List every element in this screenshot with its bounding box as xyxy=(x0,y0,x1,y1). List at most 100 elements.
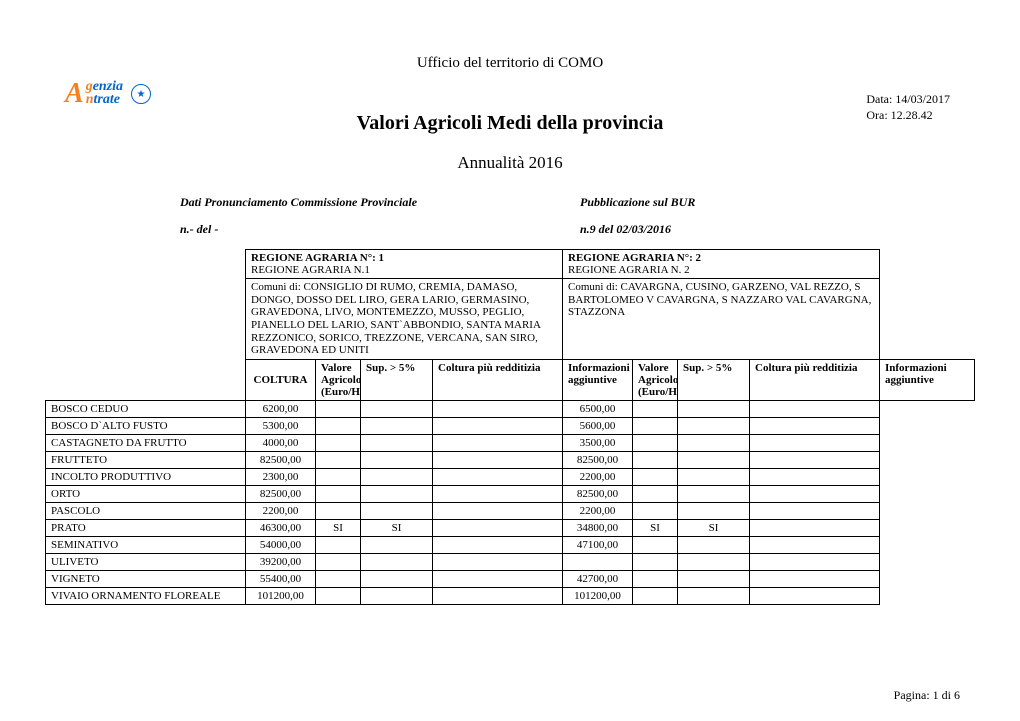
table-cell: 39200,00 xyxy=(246,553,316,570)
table-cell: 4000,00 xyxy=(246,434,316,451)
table-cell xyxy=(633,502,678,519)
table-cell xyxy=(750,417,880,434)
table-cell xyxy=(361,502,433,519)
page-subtitle: Annualità 2016 xyxy=(40,153,980,173)
table-cell xyxy=(678,400,750,417)
table-cell xyxy=(750,400,880,417)
meta-right-label: Pubblicazione sul BUR xyxy=(580,195,695,210)
agency-logo: A genzia ntrate ★ xyxy=(65,78,151,110)
table-cell xyxy=(316,570,361,587)
table-cell xyxy=(633,485,678,502)
table-cell xyxy=(433,502,563,519)
table-cell xyxy=(633,434,678,451)
table-cell: 2200,00 xyxy=(246,502,316,519)
table-cell xyxy=(433,417,563,434)
region1-name: REGIONE AGRARIA N.1 xyxy=(251,264,557,276)
table-cell: 82500,00 xyxy=(563,451,633,468)
table-cell xyxy=(633,536,678,553)
table-cell xyxy=(678,536,750,553)
table-cell: 2300,00 xyxy=(246,468,316,485)
table-cell xyxy=(678,553,750,570)
header-date: Data: 14/03/2017 xyxy=(866,92,950,108)
region2-name: REGIONE AGRARIA N. 2 xyxy=(568,264,874,276)
table-cell: 2200,00 xyxy=(563,468,633,485)
table-cell xyxy=(433,519,563,536)
table-row: CASTAGNETO DA FRUTTO4000,003500,00 xyxy=(46,434,975,451)
table-cell: ULIVETO xyxy=(46,553,246,570)
table-cell xyxy=(316,451,361,468)
table-cell xyxy=(633,400,678,417)
table-cell xyxy=(633,570,678,587)
table-cell: SI xyxy=(361,519,433,536)
meta-row-2: n.- del - n.9 del 02/03/2016 xyxy=(40,222,980,237)
table-cell xyxy=(316,485,361,502)
table-cell xyxy=(750,468,880,485)
table-cell: SEMINATIVO xyxy=(46,536,246,553)
table-cell: SI xyxy=(316,519,361,536)
meta-right-value: n.9 del 02/03/2016 xyxy=(580,222,671,237)
table-cell: VIGNETO xyxy=(46,570,246,587)
table-cell xyxy=(633,553,678,570)
table-cell: 46300,00 xyxy=(246,519,316,536)
table-cell: 101200,00 xyxy=(563,587,633,604)
table-cell xyxy=(316,536,361,553)
header-ufficio: Ufficio del territorio di COMO xyxy=(40,55,980,72)
table-cell: SI xyxy=(633,519,678,536)
table-cell: 5600,00 xyxy=(563,417,633,434)
region1-title: REGIONE AGRARIA N°: 1 xyxy=(251,252,557,264)
table-cell xyxy=(750,570,880,587)
table-cell xyxy=(633,468,678,485)
table-row: SEMINATIVO54000,0047100,00 xyxy=(46,536,975,553)
table-cell xyxy=(678,468,750,485)
table-cell: INCOLTO PRODUTTIVO xyxy=(46,468,246,485)
table-cell xyxy=(361,417,433,434)
table-row: PASCOLO2200,002200,00 xyxy=(46,502,975,519)
table-row: BOSCO D`ALTO FUSTO5300,005600,00 xyxy=(46,417,975,434)
meta-left-label: Dati Pronunciamento Commissione Provinci… xyxy=(180,195,580,210)
table-cell xyxy=(750,553,880,570)
table-cell xyxy=(433,400,563,417)
table-cell: 6500,00 xyxy=(563,400,633,417)
table-cell: 82500,00 xyxy=(246,451,316,468)
col-redd-2: Coltura più redditizia xyxy=(750,359,880,400)
table-cell xyxy=(316,553,361,570)
table-row: INCOLTO PRODUTTIVO2300,00 2200,00 xyxy=(46,468,975,485)
table-cell xyxy=(633,451,678,468)
table-cell: 2200,00 xyxy=(563,502,633,519)
table-cell xyxy=(433,468,563,485)
table-cell: 55400,00 xyxy=(246,570,316,587)
table-cell xyxy=(678,570,750,587)
emblem-icon: ★ xyxy=(131,84,151,104)
meta-row-1: Dati Pronunciamento Commissione Provinci… xyxy=(40,195,980,210)
table-cell xyxy=(433,485,563,502)
table-cell: 101200,00 xyxy=(246,587,316,604)
table-cell xyxy=(433,570,563,587)
table-cell xyxy=(361,468,433,485)
header-date-time: Data: 14/03/2017 Ora: 12.28.42 xyxy=(866,92,950,123)
table-cell xyxy=(750,519,880,536)
col-valore-1: Valore Agricolo (Euro/Ha) xyxy=(316,359,361,400)
table-cell xyxy=(361,553,433,570)
table-cell xyxy=(316,468,361,485)
table-cell xyxy=(750,536,880,553)
table-cell xyxy=(361,587,433,604)
table-cell xyxy=(750,502,880,519)
table-cell xyxy=(361,434,433,451)
table-cell: PRATO xyxy=(46,519,246,536)
table-cell: ORTO xyxy=(46,485,246,502)
region-header-row: REGIONE AGRARIA N°: 1 REGIONE AGRARIA N.… xyxy=(46,250,975,279)
table-cell xyxy=(633,417,678,434)
page-title: Valori Agricoli Medi della provincia xyxy=(40,112,980,135)
table-cell xyxy=(678,502,750,519)
table-cell xyxy=(678,417,750,434)
table-row: BOSCO CEDUO6200,006500,00 xyxy=(46,400,975,417)
region2-title: REGIONE AGRARIA N°: 2 xyxy=(568,252,874,264)
col-info-1: Informazioni aggiuntive xyxy=(563,359,633,400)
table-cell: FRUTTETO xyxy=(46,451,246,468)
table-cell xyxy=(316,587,361,604)
table-cell: 82500,00 xyxy=(563,485,633,502)
header-time: Ora: 12.28.42 xyxy=(866,108,950,124)
table-row: ORTO82500,0082500,00 xyxy=(46,485,975,502)
table-cell xyxy=(563,553,633,570)
table-cell xyxy=(316,434,361,451)
